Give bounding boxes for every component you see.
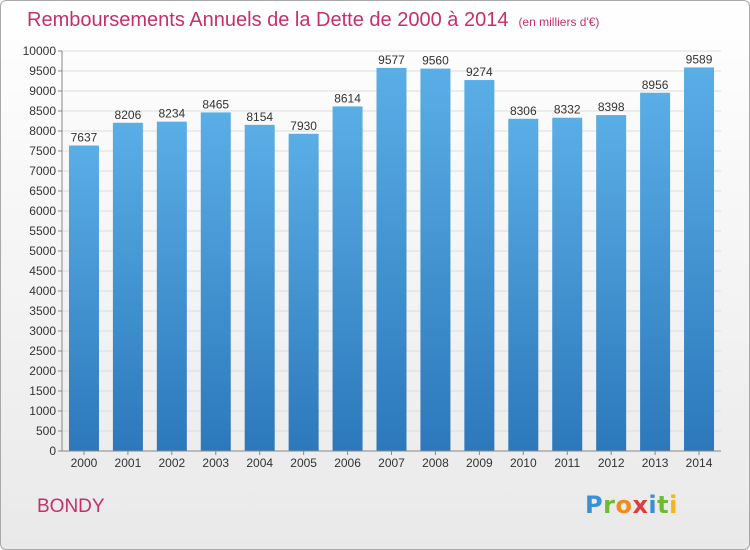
bar-value-label: 9589: [686, 52, 713, 66]
bar-value-label: 7637: [71, 131, 98, 145]
bar-value-label: 9577: [378, 53, 405, 67]
x-tick-label: 2008: [422, 456, 449, 470]
x-axis: 2000 2001 2002 2003 2004 2005 2006 2007 2008 2009…: [62, 450, 721, 470]
logo-letter: i: [669, 491, 678, 519]
logo-letter: r: [603, 491, 616, 519]
y-axis: 0 500 1000 1500 2000 2500 3000 3500 4000 4500 5000…: [23, 44, 63, 458]
y-tick-label: 4000: [29, 284, 56, 298]
y-tick-label: 7000: [29, 164, 56, 178]
bar-value-label: 8234: [158, 107, 185, 121]
bar-value-label: 8306: [510, 104, 537, 118]
logo-letter: t: [657, 491, 670, 519]
x-tick-label: 2001: [115, 456, 142, 470]
y-tick-label: 7500: [29, 144, 56, 158]
bar: [244, 124, 275, 451]
y-tick-label: 0: [49, 444, 56, 458]
x-tick-label: 2006: [334, 456, 361, 470]
bar: [640, 92, 671, 451]
x-tick-label: 2002: [158, 456, 185, 470]
bar-value-label: 9274: [466, 65, 493, 79]
bar-value-label: 8614: [334, 91, 361, 105]
bar: [376, 67, 407, 452]
x-tick-label: 2012: [598, 456, 625, 470]
bar: [68, 145, 99, 451]
y-tick-label: 9000: [29, 84, 56, 98]
chart-title-text: Remboursements Annuels de la Dette de 20…: [27, 9, 509, 31]
x-tick-label: 2010: [510, 456, 537, 470]
x-tick-label: 2000: [71, 456, 98, 470]
bar: [464, 80, 495, 451]
y-tick-label: 1000: [29, 404, 56, 418]
bar-value-label: 8398: [598, 100, 625, 114]
x-tick-label: 2014: [686, 456, 713, 470]
bar-value-label: 8206: [115, 108, 142, 122]
y-tick-label: 5000: [29, 244, 56, 258]
bar: [552, 117, 583, 451]
bars: [68, 67, 715, 452]
y-tick-label: 10000: [23, 44, 57, 58]
x-tick-label: 2003: [202, 456, 229, 470]
y-tick-label: 500: [36, 424, 56, 438]
value-labels: 7637 8206 8234 8465 8154 7930 8614 9577 9560 9274…: [71, 52, 713, 144]
x-tick-label: 2013: [642, 456, 669, 470]
y-tick-label: 2000: [29, 364, 56, 378]
y-tick-label: 6000: [29, 204, 56, 218]
logo-letter: i: [648, 491, 658, 519]
bar: [112, 122, 143, 451]
logo-letter: x: [632, 491, 649, 519]
x-tick-label: 2005: [290, 456, 317, 470]
city-label: BONDY: [37, 496, 105, 517]
bar: [420, 68, 451, 451]
bar: [332, 106, 363, 451]
bar: [596, 115, 627, 451]
bar-value-label: 8465: [202, 97, 229, 111]
bar: [508, 118, 539, 451]
y-tick-label: 8000: [29, 124, 56, 138]
bar-value-label: 8956: [642, 78, 669, 92]
y-tick-label: 4500: [29, 264, 56, 278]
bar-value-label: 7930: [290, 119, 317, 133]
bar-chart: 0 500 1000 1500 2000 2500 3000 3500 4000 4500 5000…: [23, 44, 721, 470]
x-tick-label: 2004: [246, 456, 273, 470]
bar: [684, 67, 715, 451]
bar: [200, 112, 231, 452]
y-tick-label: 3000: [29, 324, 56, 338]
bar-value-label: 9560: [422, 54, 449, 68]
x-tick-label: 2007: [378, 456, 405, 470]
bar-value-label: 8332: [554, 103, 581, 117]
bar: [288, 133, 319, 452]
bar-value-label: 8154: [246, 110, 273, 124]
chart-unit-note: (en milliers d'€): [518, 15, 600, 29]
y-tick-label: 1500: [29, 384, 56, 398]
x-tick-label: 2011: [554, 456, 580, 470]
chart-title: Remboursements Annuels de la Dette de 20…: [27, 9, 599, 32]
y-tick-label: 3500: [29, 304, 56, 318]
y-tick-label: 6500: [29, 184, 56, 198]
logo-letter: o: [615, 491, 633, 519]
y-tick-label: 9500: [29, 64, 56, 78]
proxiti-logo: Proxiti: [585, 491, 678, 519]
x-tick-label: 2009: [466, 456, 493, 470]
y-tick-label: 2500: [29, 344, 56, 358]
logo-letter: P: [585, 491, 604, 519]
bar: [156, 121, 187, 451]
y-tick-label: 5500: [29, 224, 56, 238]
y-tick-label: 8500: [29, 104, 56, 118]
